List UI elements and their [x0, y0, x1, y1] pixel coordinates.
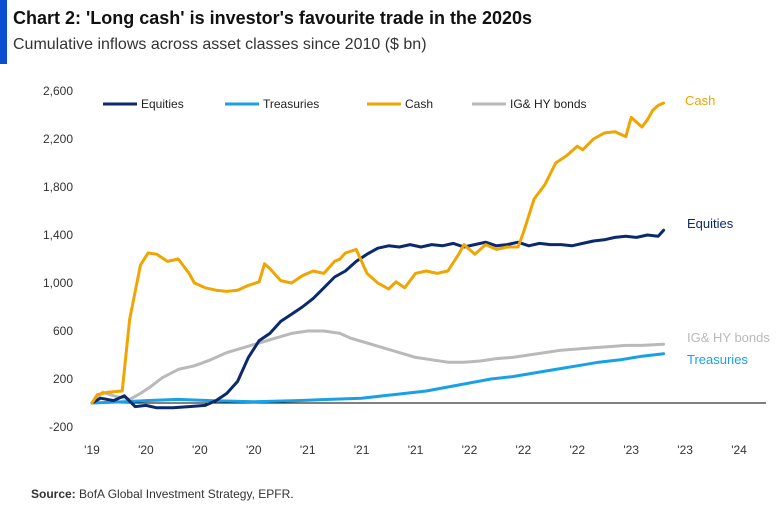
chart-subtitle: Cumulative inflows across asset classes … [13, 36, 427, 53]
x-tick-label: '21 [408, 443, 424, 457]
x-tick-label: '23 [677, 443, 693, 457]
end-label-cash: Cash [685, 93, 715, 108]
source-note: Source: BofA Global Investment Strategy,… [31, 487, 294, 501]
y-tick-label: 1,000 [43, 276, 73, 290]
end-label-equities: Equities [687, 216, 734, 231]
x-tick-label: '20 [138, 443, 154, 457]
legend-label-bonds: IG& HY bonds [510, 97, 587, 111]
legend-label-treasuries: Treasuries [263, 97, 319, 111]
y-tick-label: 1,400 [43, 228, 73, 242]
source-text: BofA Global Investment Strategy, EPFR. [79, 487, 294, 501]
x-tick-label: '21 [300, 443, 316, 457]
series-line-cash [90, 101, 666, 405]
y-tick-label: 600 [53, 324, 73, 338]
x-tick-label: '20 [192, 443, 208, 457]
x-tick-label: '19 [84, 443, 100, 457]
y-tick-label: 200 [53, 372, 73, 386]
legend-label-equities: Equities [141, 97, 184, 111]
end-label-treasuries: Treasuries [687, 352, 748, 367]
series-line-treasuries [90, 352, 666, 405]
x-tick-label: '22 [516, 443, 532, 457]
x-tick-label: '21 [354, 443, 370, 457]
x-tick-label: '24 [731, 443, 747, 457]
x-tick-label: '22 [462, 443, 478, 457]
y-tick-label: 2,200 [43, 132, 73, 146]
y-tick-label: 1,800 [43, 180, 73, 194]
chart-title: Chart 2: 'Long cash' is investor's favou… [13, 8, 532, 28]
source-label: Source: [31, 487, 76, 501]
end-label-bonds: IG& HY bonds [687, 330, 770, 345]
x-tick-label: '23 [623, 443, 639, 457]
legend-label-cash: Cash [405, 97, 433, 111]
x-tick-label: '20 [246, 443, 262, 457]
title-accent-bar [0, 0, 7, 64]
legend: Equities Treasuries Cash IG& HY bonds [103, 97, 587, 111]
series-line-equities [90, 228, 666, 410]
x-tick-label: '22 [569, 443, 585, 457]
y-tick-label: 2,600 [43, 84, 73, 98]
y-tick-label: -200 [49, 420, 73, 434]
series-line-bonds [90, 329, 666, 405]
